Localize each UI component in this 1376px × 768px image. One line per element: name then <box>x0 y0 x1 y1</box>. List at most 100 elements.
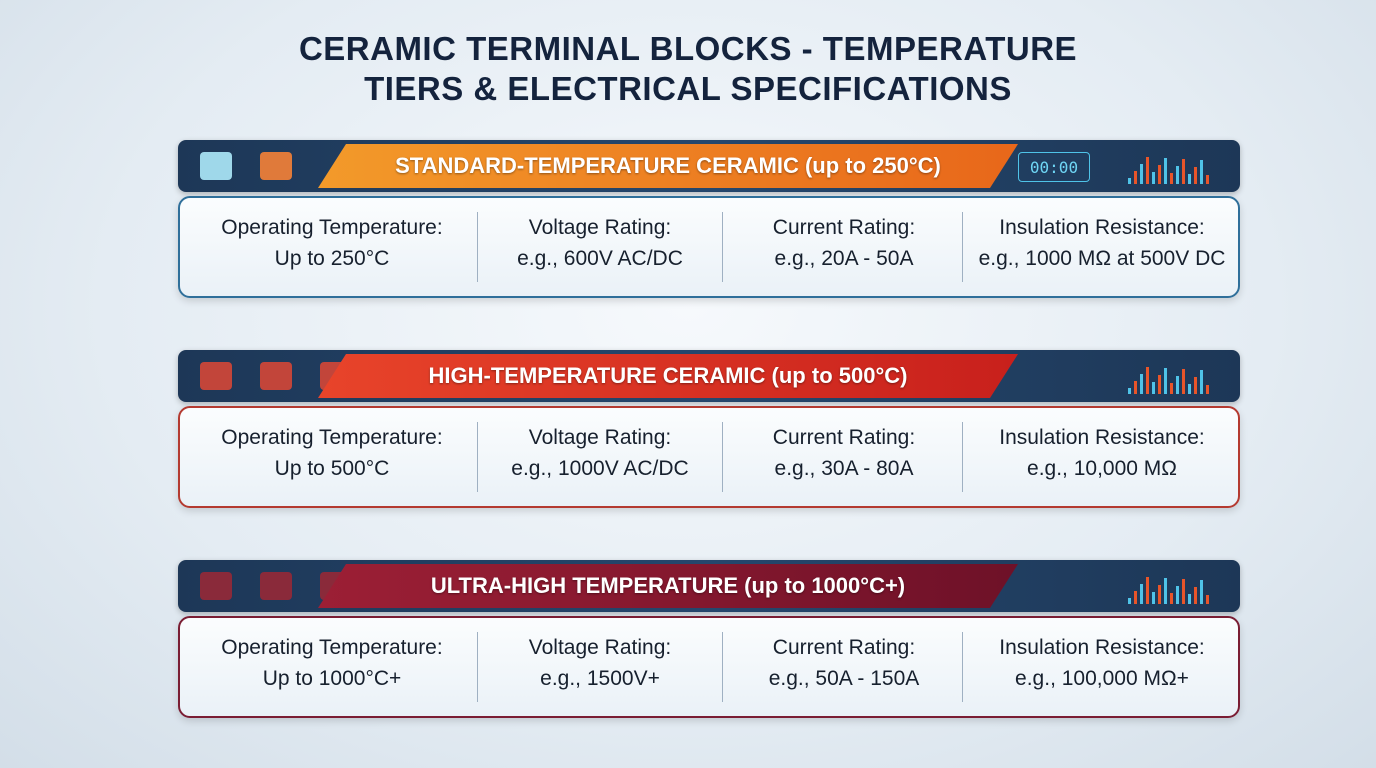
chart-bar <box>1164 368 1167 394</box>
chart-bar <box>1206 595 1209 604</box>
chart-bar <box>1158 375 1161 394</box>
chart-bar <box>1176 376 1179 394</box>
block-icon <box>260 152 292 180</box>
chart-bar <box>1140 374 1143 394</box>
divider <box>477 212 478 282</box>
block-icon <box>200 572 232 600</box>
block-icon <box>200 152 232 180</box>
divider <box>722 212 723 282</box>
block-icon <box>260 362 292 390</box>
spec-value: e.g., 10,000 MΩ <box>1027 457 1177 480</box>
chart-bar <box>1194 167 1197 184</box>
spec-cell: Operating Temperature: Up to 250°C <box>202 212 462 274</box>
tier-title: ULTRA-HIGH TEMPERATURE (up to 1000°C+) <box>318 564 1018 608</box>
spec-value: Up to 250°C <box>274 247 390 270</box>
divider <box>477 422 478 492</box>
spec-value: e.g., 30A - 80A <box>774 457 914 480</box>
chart-bar <box>1206 385 1209 394</box>
spec-value: Up to 1000°C+ <box>262 667 402 690</box>
block-icon <box>200 362 232 390</box>
spec-cell: Voltage Rating: e.g., 1000V AC/DC <box>470 422 730 484</box>
chart-bar <box>1206 175 1209 184</box>
chart-bar <box>1146 367 1149 394</box>
chart-bar <box>1182 579 1185 604</box>
spec-label: Voltage Rating: <box>528 426 672 449</box>
spec-cell: Operating Temperature: Up to 500°C <box>202 422 462 484</box>
spec-label: Voltage Rating: <box>528 636 672 659</box>
spec-label: Voltage Rating: <box>528 216 672 239</box>
chart-bar <box>1134 591 1137 604</box>
chart-bar <box>1134 171 1137 184</box>
chart-bar <box>1170 173 1173 184</box>
spec-value: e.g., 1500V+ <box>540 667 660 690</box>
chart-bar <box>1194 587 1197 604</box>
tier-header: HIGH-TEMPERATURE CERAMIC (up to 500°C) <box>178 350 1240 402</box>
chart-bar <box>1140 584 1143 604</box>
divider <box>962 422 963 492</box>
chart-bar <box>1194 377 1197 394</box>
spec-label: Insulation Resistance: <box>999 216 1205 239</box>
chart-bar <box>1176 586 1179 604</box>
tier-specs: Operating Temperature: Up to 500°C Voltage… <box>178 406 1240 508</box>
chart-bar <box>1158 585 1161 604</box>
spec-cell: Insulation Resistance: e.g., 100,000 MΩ+ <box>972 632 1232 694</box>
tier-panel: ULTRA-HIGH TEMPERATURE (up to 1000°C+) Op… <box>178 560 1240 718</box>
title-line: CERAMIC TERMINAL BLOCKS - TEMPERATURE <box>298 30 1078 67</box>
chart-bar <box>1182 369 1185 394</box>
divider <box>477 632 478 702</box>
tier-specs: Operating Temperature: Up to 250°C Voltage… <box>178 196 1240 298</box>
spec-value: e.g., 1000 MΩ at 500V DC <box>978 247 1226 270</box>
chart-bar <box>1200 580 1203 604</box>
spec-cell: Current Rating: e.g., 20A - 50A <box>714 212 974 274</box>
spec-cell: Insulation Resistance: e.g., 1000 MΩ at 5… <box>972 212 1232 274</box>
tier-panel: HIGH-TEMPERATURE CERAMIC (up to 500°C) Op… <box>178 350 1240 508</box>
spec-label: Insulation Resistance: <box>999 426 1205 449</box>
spec-label: Operating Temperature: <box>221 636 443 659</box>
chart-bar <box>1140 164 1143 184</box>
chart-bar <box>1158 165 1161 184</box>
spec-label: Operating Temperature: <box>221 216 443 239</box>
chart-bar <box>1128 598 1131 604</box>
spec-label: Current Rating: <box>772 426 916 449</box>
chart-bar <box>1152 382 1155 394</box>
spec-value: e.g., 100,000 MΩ+ <box>1015 667 1189 690</box>
spec-value: e.g., 50A - 150A <box>768 667 920 690</box>
chart-bar <box>1188 384 1191 394</box>
chart-bar <box>1176 166 1179 184</box>
tier-header: STANDARD-TEMPERATURE CERAMIC (up to 250°… <box>178 140 1240 192</box>
chart-bar <box>1170 383 1173 394</box>
spec-label: Operating Temperature: <box>221 426 443 449</box>
chart-bar <box>1152 172 1155 184</box>
spec-value: e.g., 1000V AC/DC <box>511 457 689 480</box>
spec-cell: Current Rating: e.g., 50A - 150A <box>714 632 974 694</box>
chart-bar <box>1200 370 1203 394</box>
divider <box>962 632 963 702</box>
chart-bar <box>1146 157 1149 184</box>
chart-bar <box>1146 577 1149 604</box>
spec-value: e.g., 600V AC/DC <box>517 247 683 270</box>
spec-cell: Current Rating: e.g., 30A - 80A <box>714 422 974 484</box>
chart-bar <box>1152 592 1155 604</box>
tier-title: HIGH-TEMPERATURE CERAMIC (up to 500°C) <box>318 354 1018 398</box>
spec-label: Current Rating: <box>772 636 916 659</box>
chart-bar <box>1134 381 1137 394</box>
divider <box>722 632 723 702</box>
display-readout: 00:00 <box>1018 152 1090 182</box>
tier-header: ULTRA-HIGH TEMPERATURE (up to 1000°C+) <box>178 560 1240 612</box>
spec-value: e.g., 20A - 50A <box>774 247 914 270</box>
chart-bar <box>1170 593 1173 604</box>
tier-title: STANDARD-TEMPERATURE CERAMIC (up to 250°… <box>318 144 1018 188</box>
spec-value: Up to 500°C <box>274 457 390 480</box>
chart-bar <box>1200 160 1203 184</box>
spec-cell: Insulation Resistance: e.g., 10,000 MΩ <box>972 422 1232 484</box>
spec-cell: Voltage Rating: e.g., 1500V+ <box>470 632 730 694</box>
chart-bar <box>1188 174 1191 184</box>
chart-bar <box>1182 159 1185 184</box>
chart-bar <box>1164 578 1167 604</box>
spec-cell: Voltage Rating: e.g., 600V AC/DC <box>470 212 730 274</box>
title-line: TIERS & ELECTRICAL SPECIFICATIONS <box>364 70 1012 107</box>
spec-cell: Operating Temperature: Up to 1000°C+ <box>202 632 462 694</box>
spec-label: Current Rating: <box>772 216 916 239</box>
chart-bar <box>1128 178 1131 184</box>
